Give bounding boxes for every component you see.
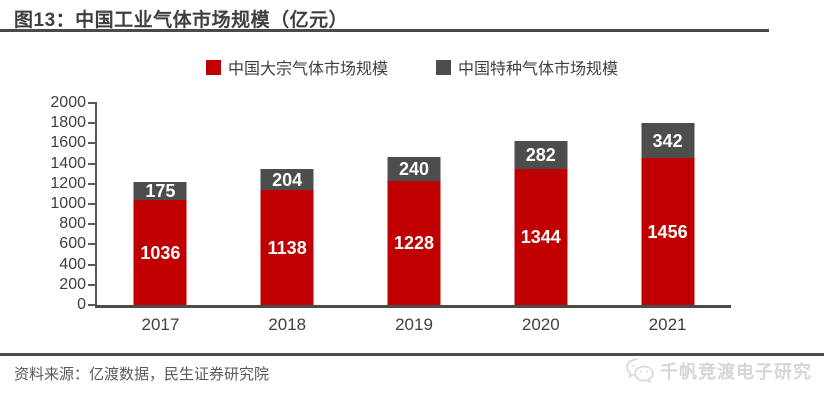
y-axis-tick-label: 200	[59, 275, 86, 293]
y-axis-tick-mark	[88, 223, 95, 226]
x-axis-label-2017: 2017	[141, 315, 180, 334]
y-axis-tick-label: 400	[59, 255, 86, 273]
data-label: 1228	[393, 233, 434, 253]
y-axis-tick-mark	[88, 162, 95, 165]
bar-column-2018: 204 1138	[224, 103, 351, 305]
bar-segment-bulk-2021: 1456	[641, 158, 695, 305]
y-axis-tick-mark	[88, 182, 95, 185]
bar-column-2017: 175 1036	[97, 103, 224, 305]
y-axis-tick-label: 1600	[50, 134, 86, 152]
bar-column-2020: 282 1344	[477, 103, 604, 305]
data-label: 1344	[520, 227, 561, 247]
legend-swatch-bulk-gas	[205, 59, 221, 75]
bar-stack-2021: 342 1456	[641, 123, 695, 305]
bar-segment-bulk-2019: 1228	[387, 181, 441, 305]
y-axis-tick-mark	[88, 243, 95, 246]
watermark-text: 千帆竞渡电子研究	[660, 362, 812, 382]
data-label: 342	[652, 130, 683, 151]
footer-divider	[0, 353, 824, 356]
bar-stack-2020: 282 1344	[514, 141, 568, 305]
x-axis-label-2021: 2021	[648, 315, 687, 334]
bar-segment-specialty-2021: 342	[641, 123, 695, 158]
legend-label-specialty-gas: 中国特种气体市场规模	[458, 61, 619, 78]
y-axis-tick-mark	[88, 263, 95, 266]
legend-item-specialty-gas: 中国特种气体市场规模	[436, 55, 618, 79]
legend-item-bulk-gas: 中国大宗气体市场规模	[205, 55, 388, 79]
x-axis-labels: 2017 2018 2019 2020 2021	[97, 315, 731, 335]
y-axis-tick-mark	[88, 283, 95, 286]
figure-title: 图13：中国工业气体市场规模（亿元）	[14, 10, 349, 31]
data-label: 240	[398, 159, 429, 179]
bar-segment-bulk-2017: 1036	[133, 200, 187, 305]
y-axis-tick-label: 0	[77, 296, 86, 313]
y-axis-tick-mark	[88, 102, 95, 104]
data-label: 282	[525, 145, 556, 165]
bar-segment-bulk-2020: 1344	[514, 169, 568, 305]
bar-column-2019: 240 1228	[351, 103, 478, 305]
data-label: 1036	[140, 242, 181, 263]
bar-stack-2018: 204 1138	[260, 169, 314, 305]
title-divider	[0, 29, 769, 32]
bar-stack-2017: 175 1036	[133, 181, 187, 305]
data-label: 175	[145, 181, 176, 201]
y-axis-tick-label: 800	[59, 215, 86, 233]
y-axis-tick-label: 1800	[50, 114, 86, 132]
y-axis-tick-label: 1200	[50, 174, 86, 192]
data-label: 1456	[647, 221, 688, 242]
y-axis-tick-label: 600	[59, 235, 86, 253]
y-axis-tick-mark	[88, 142, 95, 145]
y-axis-tick-label: 1000	[50, 195, 86, 212]
y-axis-tick-mark	[88, 304, 95, 306]
y-axis-tick-mark	[88, 122, 95, 125]
bars-area: 175 1036 204 1138 240 1228 282 1344 342 1456	[97, 103, 731, 305]
bar-segment-bulk-2018: 1138	[260, 190, 314, 305]
x-axis-label-2018: 2018	[268, 315, 307, 334]
bar-stack-2019: 240 1228	[387, 157, 441, 305]
y-axis-line	[95, 102, 97, 307]
chart-legend: 中国大宗气体市场规模 中国特种气体市场规模	[0, 55, 824, 79]
y-axis-tick-mark	[88, 203, 95, 205]
legend-label-bulk-gas: 中国大宗气体市场规模	[227, 61, 388, 78]
source-note: 资料来源：亿渡数据，民生证券研究院	[14, 366, 270, 383]
bar-segment-specialty-2018: 204	[260, 169, 314, 190]
watermark: 千帆竞渡电子研究	[625, 357, 812, 385]
chat-bubbles-icon	[626, 358, 654, 384]
y-axis-tick-label: 2000	[50, 94, 86, 111]
x-axis-line	[95, 305, 731, 308]
bar-segment-specialty-2020: 282	[514, 141, 568, 169]
bar-segment-specialty-2019: 240	[387, 157, 441, 181]
x-axis-label-2020: 2020	[521, 315, 560, 334]
y-axis-tick-label: 1400	[50, 154, 86, 172]
bar-segment-specialty-2017: 175	[133, 181, 187, 201]
legend-swatch-specialty-gas	[436, 59, 451, 75]
data-label: 204	[272, 169, 303, 190]
x-axis-label-2019: 2019	[395, 315, 433, 334]
bar-column-2021: 342 1456	[604, 103, 731, 305]
data-label: 1138	[267, 237, 307, 258]
